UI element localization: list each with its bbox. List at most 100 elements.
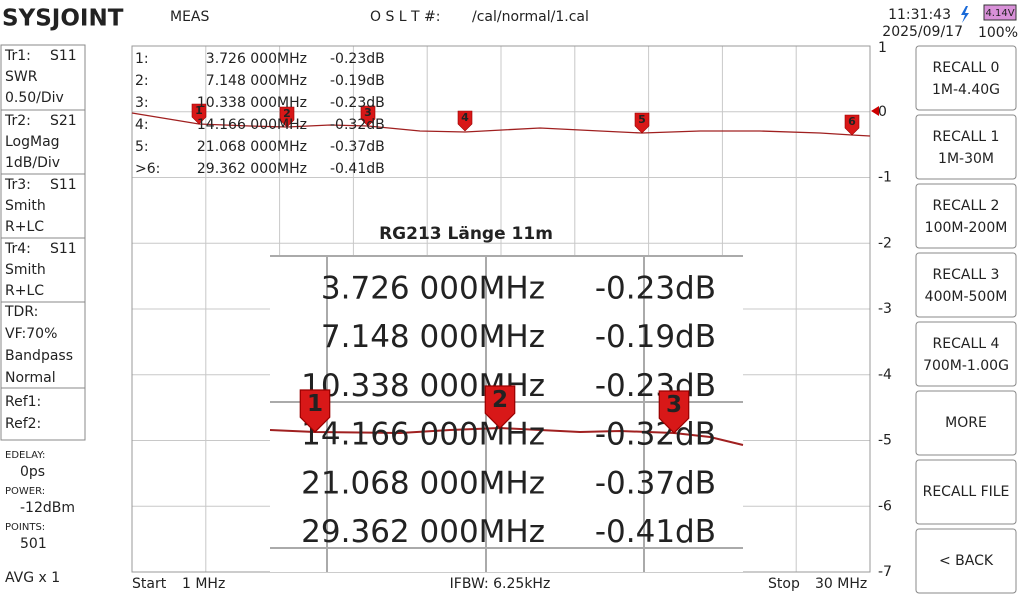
marker-frequency: 21.068 000MHz — [197, 139, 307, 155]
marker-value: -0.32dB — [330, 117, 385, 133]
button-frame — [915, 114, 1017, 180]
y-axis-label: -5 — [878, 433, 892, 449]
marker-flag-number: 3 — [666, 392, 682, 418]
marker-value: -0.19dB — [330, 73, 385, 89]
marker-value: -0.37dB — [330, 139, 385, 155]
time: 11:31:43 — [888, 7, 951, 23]
marker-flag: 1 — [191, 103, 207, 125]
start-label: Start — [132, 576, 167, 592]
trace-param: S11 — [50, 48, 77, 64]
start-frequency: 1 MHz — [182, 576, 225, 592]
ref-entry: Ref1: — [5, 394, 41, 410]
button-label: RECALL 2 — [933, 198, 1000, 214]
marker-value: -0.41dB — [330, 161, 385, 177]
ref-box — [0, 387, 86, 441]
button-label: MORE — [945, 415, 987, 431]
marker-flag: 3 — [360, 105, 376, 127]
marker-id: 3: — [135, 95, 149, 111]
trace-scale: R+LC — [5, 219, 44, 235]
marker-flag-number: 1 — [307, 391, 323, 417]
marker-frequency: 29.362 000MHz — [197, 161, 307, 177]
setting-value: 0ps — [20, 464, 45, 480]
tdr-setting: Bandpass — [5, 348, 73, 364]
battery-voltage: 4.14V — [985, 8, 1014, 19]
inset-marker-flag: 1 — [299, 389, 331, 433]
button-label: RECALL 0 — [933, 60, 1000, 76]
inset-marker-frequency: 29.362 000MHz — [301, 514, 545, 550]
marker-flag-shape — [299, 389, 331, 433]
y-axis-label: -2 — [878, 235, 892, 251]
marker-flag-shape — [457, 110, 473, 132]
inset-marker-flag: 3 — [658, 390, 690, 434]
menu-button[interactable]: RECALL 3 400M-500M — [915, 252, 1017, 318]
trace-id: Tr4: — [4, 241, 31, 257]
y-axis-label: 1 — [878, 40, 887, 56]
ref-entry: Ref2: — [5, 416, 41, 432]
button-label: RECALL FILE — [923, 484, 1010, 500]
button-frame — [915, 45, 1017, 111]
marker-flag: 5 — [634, 112, 650, 134]
ifbw: IFBW: 6.25kHz — [450, 576, 551, 592]
trace-box — [0, 109, 86, 175]
marker-value: -0.23dB — [330, 95, 385, 111]
marker-flag-shape — [360, 105, 376, 127]
menu-button[interactable]: MORE — [915, 390, 1017, 456]
battery — [983, 4, 1017, 21]
trace-line — [131, 112, 871, 137]
marker-id: 5: — [135, 139, 149, 155]
y-axis-label: -6 — [878, 498, 892, 514]
marker-flag-number: 3 — [364, 106, 372, 119]
inset-marker-value: -0.41dB — [595, 514, 716, 550]
marker-frequency: 14.166 000MHz — [197, 117, 307, 133]
button-label: RECALL 1 — [933, 129, 1000, 145]
trace-format: SWR — [5, 69, 38, 85]
setting-label: EDELAY: — [5, 450, 45, 461]
stop-label: Stop — [768, 576, 800, 592]
setting-label: POINTS: — [5, 522, 45, 533]
battery-percent: 100% — [978, 25, 1018, 41]
marker-frequency: 3.726 000MHz — [206, 51, 307, 67]
tdr-setting: TDR: — [4, 304, 38, 320]
button-frame — [915, 459, 1017, 525]
trace-format: Smith — [5, 198, 46, 214]
trace-param: S11 — [50, 177, 77, 193]
marker-flag: 2 — [279, 106, 295, 128]
marker-flag-number: 4 — [461, 111, 469, 124]
marker-flag-shape — [191, 103, 207, 125]
marker-flag-shape — [658, 390, 690, 434]
menu-button[interactable]: RECALL 1 1M-30M — [915, 114, 1017, 180]
button-subtitle: 100M-200M — [925, 220, 1008, 236]
button-frame — [915, 390, 1017, 456]
button-frame — [915, 321, 1017, 387]
button-frame — [915, 528, 1017, 594]
inset-marker-value: -0.19dB — [595, 319, 716, 355]
menu-button[interactable]: RECALL 2 100M-200M — [915, 183, 1017, 249]
inset-marker-value: -0.32dB — [595, 417, 716, 453]
trace-entry[interactable]: Tr2: S21 LogMag 1dB/Div — [0, 109, 86, 175]
setting-value: 501 — [20, 536, 47, 552]
menu-button[interactable]: < BACK — [915, 528, 1017, 594]
inset-trace-line — [269, 426, 744, 446]
cal-file: /cal/normal/1.cal — [472, 9, 589, 25]
trace-entry[interactable]: Tr1: S11 SWR 0.50/Div — [0, 44, 86, 111]
marker-value: -0.23dB — [330, 51, 385, 67]
marker-flag-shape — [844, 114, 860, 136]
logo: SYSJOINT — [2, 6, 124, 32]
button-label: < BACK — [939, 553, 994, 569]
menu-button[interactable]: RECALL 4 700M-1.00G — [915, 321, 1017, 387]
menu-button[interactable]: RECALL FILE — [915, 459, 1017, 525]
trace-box — [0, 44, 86, 111]
menu-button[interactable]: RECALL 0 1M-4.40G — [915, 45, 1017, 111]
button-subtitle: 400M-500M — [925, 289, 1008, 305]
cal-label: O S L T #: — [370, 9, 441, 25]
mode: MEAS — [170, 9, 210, 25]
trace-id: Tr1: — [4, 48, 31, 64]
marker-id: >6: — [135, 161, 160, 177]
marker-flag-number: 5 — [638, 113, 646, 126]
marker-id: 1: — [135, 51, 149, 67]
averaging: AVG x 1 — [5, 570, 60, 586]
trace-format: Smith — [5, 262, 46, 278]
